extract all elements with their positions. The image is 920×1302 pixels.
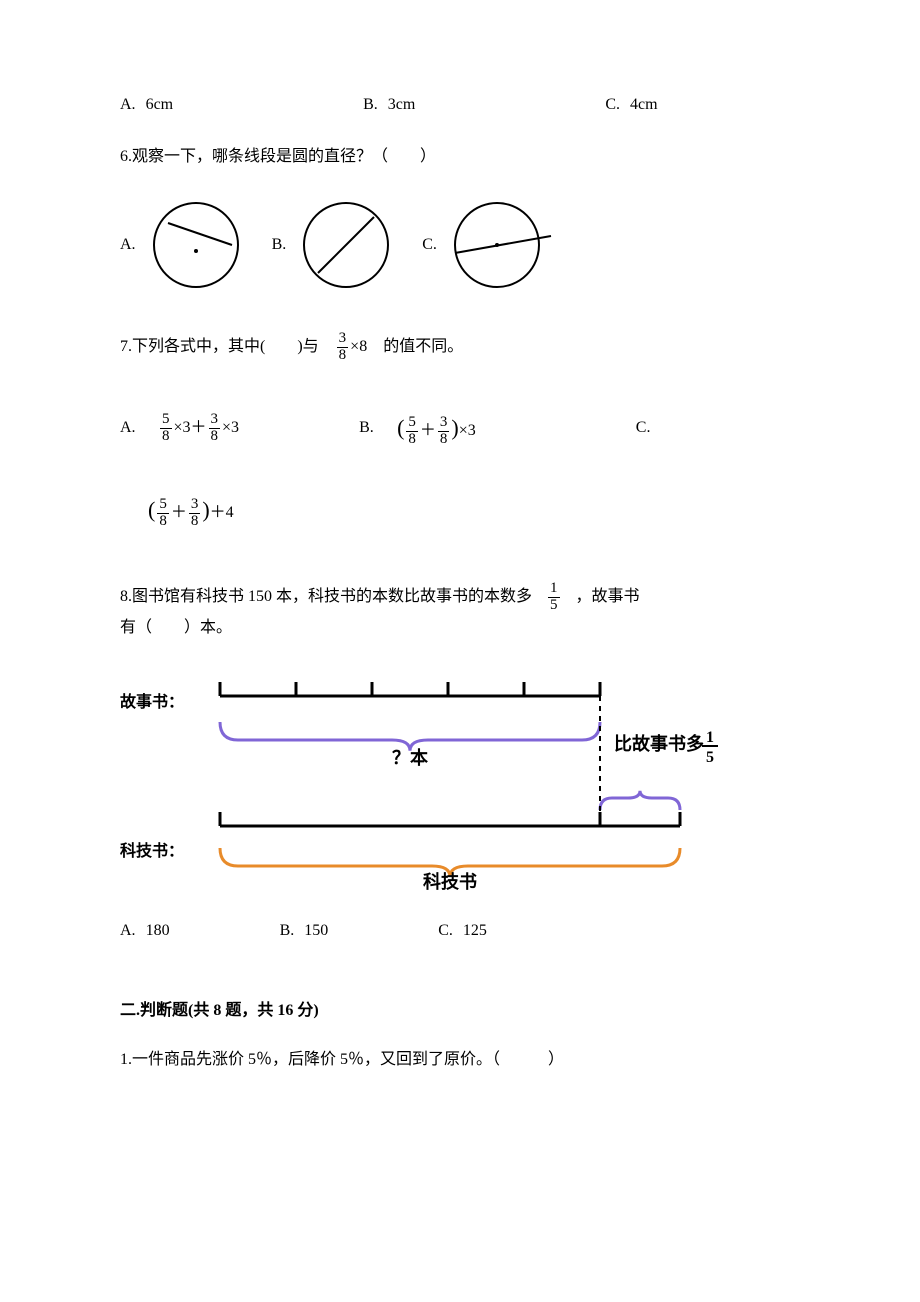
q6-circle-a-icon — [146, 195, 246, 295]
q7-prefix: 7.下列各式中，其中( )与 — [120, 338, 319, 355]
q6-circle-c-icon — [447, 195, 557, 295]
q8-option-a: A. 180 — [120, 916, 170, 946]
q6-option-a: A. — [120, 195, 246, 295]
q5-c-text: 4cm — [630, 96, 658, 113]
q7-a-expr: 58×3＋38×3 — [158, 412, 239, 445]
q8-diagram-svg: ？本 比故事书多1 5 科技书 — [200, 666, 720, 896]
q6-option-c: C. — [422, 195, 557, 295]
q8-a-label: A. — [120, 922, 136, 939]
q8-b-label: B. — [280, 922, 295, 939]
q5-a-text: 6cm — [146, 96, 174, 113]
q7-mid-expr: 3 8 ×8 — [335, 338, 372, 355]
q8-a-text: 180 — [146, 922, 170, 939]
q5-b-text: 3cm — [388, 96, 416, 113]
q7-b-expr: (58＋38)×3 — [397, 407, 476, 449]
svg-text:5: 5 — [706, 749, 714, 766]
q5-option-a: A. 6cm — [120, 90, 173, 120]
q8-frac: 1 5 — [546, 588, 566, 605]
q8-line1-suffix: ，故事书 — [576, 588, 640, 605]
q7-c-expr: (58＋38)＋4 — [148, 489, 234, 531]
q8-option-c: C. 125 — [438, 916, 487, 946]
q7-a-label: A. — [120, 413, 148, 443]
q7-option-b: B. (58＋38)×3 — [359, 407, 476, 449]
q8-options-row: A. 180 B. 150 C. 125 — [120, 916, 800, 946]
q6-circle-b-icon — [296, 195, 396, 295]
q6-text: 6.观察一下，哪条线段是圆的直径？（ ） — [120, 142, 800, 172]
q6-b-label: B. — [272, 230, 287, 260]
q7-mid-frac-n: 3 — [337, 331, 349, 348]
q8-b-text: 150 — [304, 922, 328, 939]
svg-text:？本: ？本 — [392, 747, 428, 768]
q8-c-text: 125 — [463, 922, 487, 939]
q8-diagram-bottom-label: 科技书： — [120, 837, 200, 867]
q8-c-label: C. — [438, 922, 453, 939]
q8-diagram: 故事书： 科技书： ？本 比故事书多1 5 科技书 — [120, 666, 800, 896]
q7-suffix: 的值不同。 — [383, 338, 463, 355]
q8-line1-prefix: 8.图书馆有科技书 150 本，科技书的本数比故事书的本数多 — [120, 588, 532, 605]
svg-text:比故事书多: 比故事书多 — [614, 733, 704, 754]
q7-mid-frac: 3 8 — [337, 331, 349, 364]
q7-mid-times: × — [350, 338, 359, 355]
q5-option-c: C. 4cm — [605, 90, 657, 120]
q7-text: 7.下列各式中，其中( )与 3 8 ×8 的值不同。 — [120, 331, 800, 364]
q5-a-label: A. — [120, 96, 136, 113]
q8-option-b: B. 150 — [280, 916, 329, 946]
svg-text:科技书: 科技书 — [423, 871, 477, 892]
q5-b-label: B. — [363, 96, 378, 113]
q6-options-row: A. B. C. — [120, 195, 800, 295]
q6-a-label: A. — [120, 230, 136, 260]
q5-option-b: B. 3cm — [363, 90, 415, 120]
q8-text: 8.图书馆有科技书 150 本，科技书的本数比故事书的本数多 1 5 ，故事书 … — [120, 581, 800, 644]
q5-c-label: C. — [605, 96, 620, 113]
q7-mid-frac-d: 8 — [337, 348, 349, 364]
svg-text:1: 1 — [706, 729, 714, 746]
q7-option-a: A. 58×3＋38×3 — [120, 412, 239, 445]
q7-b-label: B. — [359, 413, 387, 443]
q8-line2: 有（ ）本。 — [120, 619, 232, 636]
q8-diagram-top-label: 故事书： — [120, 688, 200, 718]
q7-mid-right: 8 — [359, 338, 367, 355]
q6-option-b: B. — [272, 195, 397, 295]
q5-options-row: A. 6cm B. 3cm C. 4cm — [120, 90, 800, 120]
q7-c-label: C. — [636, 413, 664, 443]
q6-c-label: C. — [422, 230, 437, 260]
q7-option-c-label-only: C. — [636, 413, 674, 443]
section2-heading: 二.判断题(共 8 题，共 16 分) — [120, 996, 800, 1026]
q7-option-c-expr-row: (58＋38)＋4 — [148, 489, 800, 531]
section2-q1: 1.一件商品先涨价 5％，后降价 5％，又回到了原价。（ ） — [120, 1045, 800, 1075]
q7-options: A. 58×3＋38×3 B. (58＋38)×3 C. (58＋38)＋4 — [120, 387, 800, 531]
